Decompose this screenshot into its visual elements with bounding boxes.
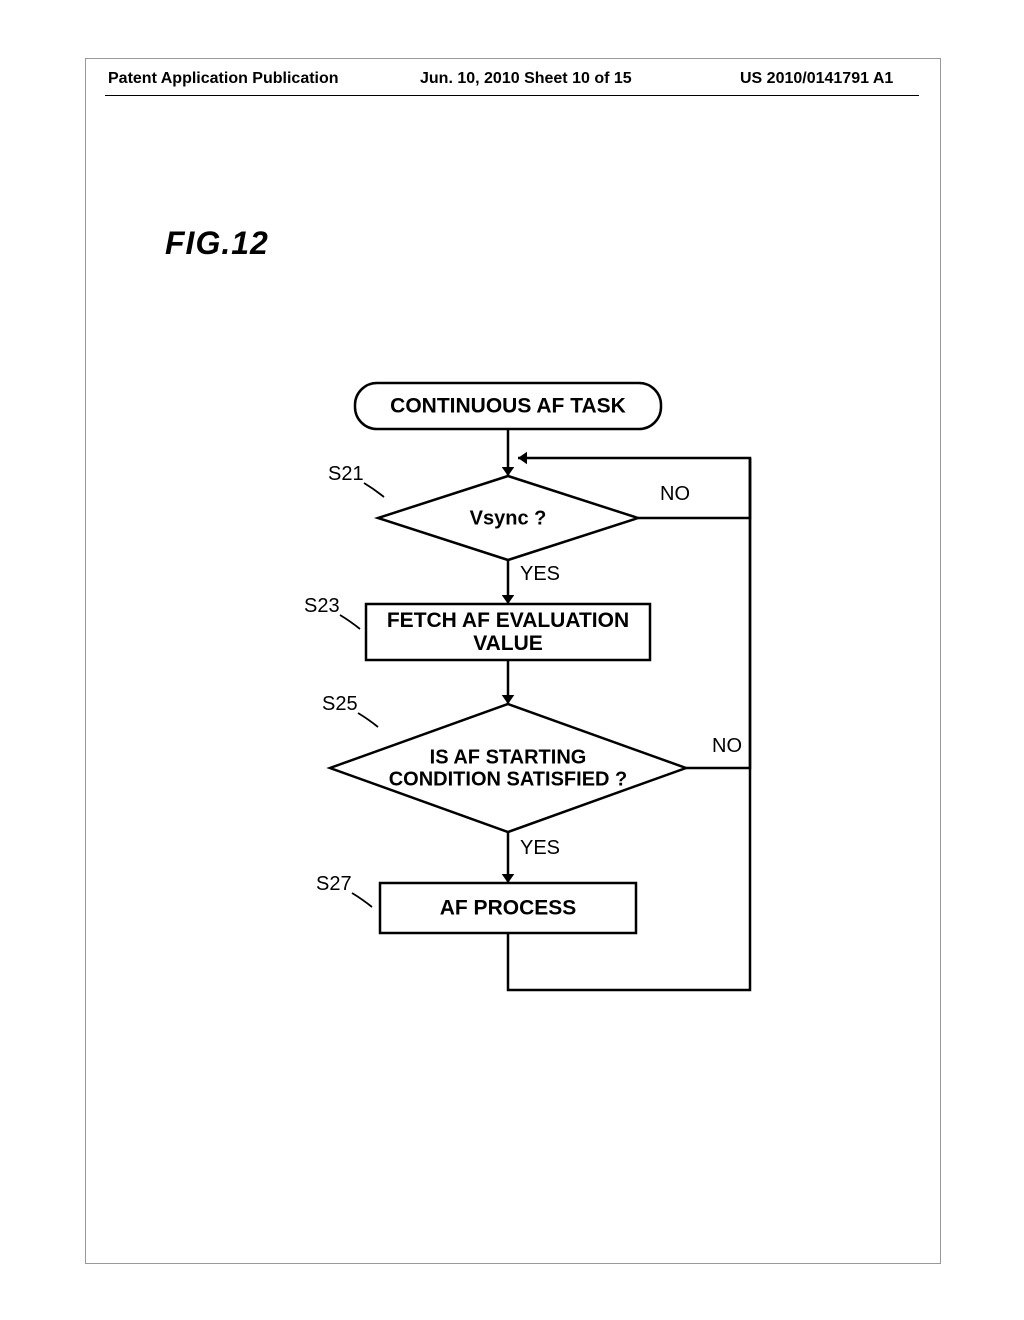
svg-text:S27: S27 — [316, 873, 352, 895]
figure-label: FIG.12 — [165, 225, 269, 262]
svg-text:S21: S21 — [328, 463, 364, 485]
header-rule — [105, 95, 919, 96]
svg-text:S25: S25 — [322, 693, 358, 715]
svg-text:YES: YES — [520, 563, 560, 585]
page: Patent Application Publication Jun. 10, … — [0, 0, 1024, 1320]
svg-text:FETCH AF EVALUATION: FETCH AF EVALUATION — [387, 609, 629, 632]
flowchart: CONTINUOUS AF TASK Vsync ? S21 YES NO FETCH A… — [260, 380, 880, 1080]
svg-text:NO: NO — [712, 735, 742, 757]
svg-text:CONTINUOUS AF TASK: CONTINUOUS AF TASK — [390, 395, 626, 418]
svg-text:YES: YES — [520, 837, 560, 859]
header-center: Jun. 10, 2010 Sheet 10 of 15 — [420, 70, 632, 88]
svg-text:Vsync ?: Vsync ? — [470, 507, 547, 529]
svg-text:CONDITION SATISFIED ?: CONDITION SATISFIED ? — [389, 768, 628, 790]
header-left: Patent Application Publication — [108, 70, 339, 88]
svg-text:AF PROCESS: AF PROCESS — [440, 897, 577, 920]
header-right: US 2010/0141791 A1 — [740, 70, 893, 88]
svg-text:NO: NO — [660, 483, 690, 505]
svg-text:IS AF STARTING: IS AF STARTING — [430, 746, 587, 768]
svg-text:VALUE: VALUE — [473, 632, 543, 655]
svg-text:S23: S23 — [304, 595, 340, 617]
